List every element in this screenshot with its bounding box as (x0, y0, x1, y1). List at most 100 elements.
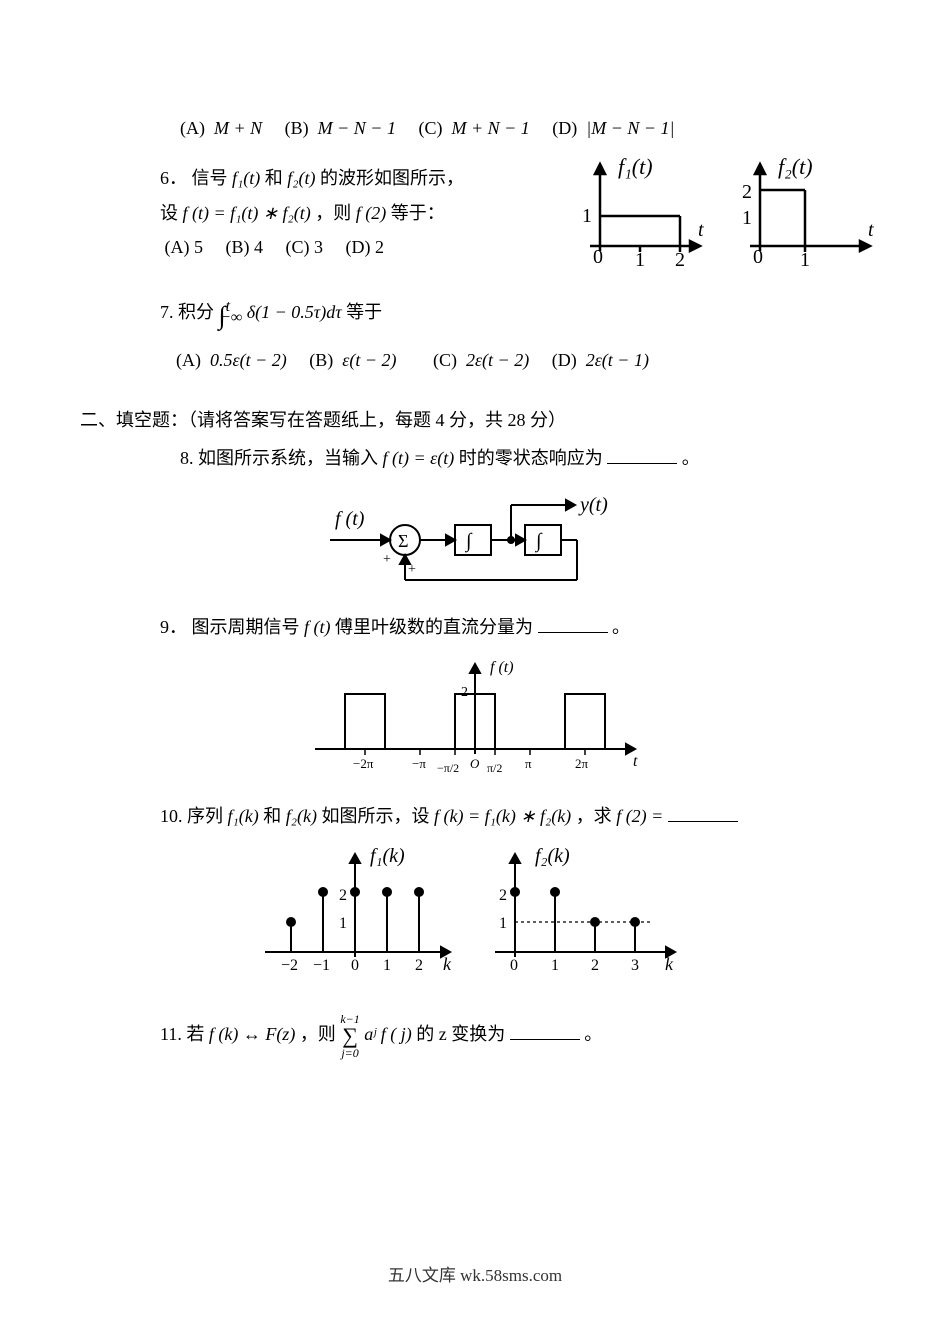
xtick: π (525, 756, 532, 771)
q6-figure: f₁(t) 0 1 2 1 t (570, 156, 890, 286)
q-prev-options: (A) M + N (B) M − N − 1 (C) M + N − 1 (D… (180, 112, 890, 144)
opt-expr: M + N (214, 118, 262, 138)
text: 序列 (187, 806, 228, 826)
integrator-icon: ∫ (534, 530, 543, 553)
xtick: 0 (510, 957, 518, 974)
tick-1: 1 (635, 249, 645, 271)
math: f (k) = f₁(k) ∗ f₂(k) (434, 806, 571, 826)
ytick: 1 (499, 915, 507, 932)
q-prev-opt-c: (C) M + N − 1 (418, 112, 529, 144)
xlabel: t (868, 219, 874, 241)
period: 。 (682, 448, 700, 468)
opt-label: (A) (176, 350, 201, 370)
sub: −∞ (220, 309, 242, 326)
q6-opt-c: (C) 3 (286, 231, 324, 263)
q-prev-opt-b: (B) M − N − 1 (285, 112, 396, 144)
xtick: π/2 (487, 761, 502, 775)
tick-1: 1 (800, 249, 810, 271)
opt-expr: M + N − 1 (451, 118, 529, 138)
blank (538, 614, 608, 633)
q10-stem-svg: f₁(k) 1 2 −2 −1 0 1 (245, 842, 705, 992)
tick-2: 2 (675, 249, 685, 271)
text: 如图所示系统，当输入 (198, 448, 383, 468)
q8-number: 8. (180, 448, 194, 468)
out-label: y(t) (578, 494, 608, 516)
q-prev-opt-a: (A) M + N (180, 112, 262, 144)
math: f (t) = ε(t) (383, 448, 455, 468)
opt-expr: M − N − 1 (318, 118, 396, 138)
f1-label: f₁(t) (618, 154, 653, 179)
ylabel: f (t) (490, 659, 514, 676)
text: 分） (530, 410, 566, 430)
xtick: −1 (313, 957, 330, 974)
q11-number: 11. (160, 1024, 182, 1044)
q7: 7. 积分 ∫t−∞ δ(1 − 0.5τ)dτ 等于 (160, 293, 890, 340)
xlabel: t (698, 219, 704, 241)
q8-block-svg: f (t) Σ + + ∫ y(t) (315, 485, 635, 595)
blank (607, 445, 677, 464)
q11: 11. 若 f (k) ↔ F(z) ，则 k−1 ∑ j=0 aʲ f ( j… (160, 1013, 890, 1059)
xtick: 2 (591, 957, 599, 974)
q10-figure: f₁(k) 1 2 −2 −1 0 1 (60, 842, 890, 1002)
xtick: 2π (575, 756, 589, 771)
opt-label: (C) (418, 118, 442, 138)
text: 的 z 变换为 (416, 1024, 505, 1044)
opt-label: (B) (309, 350, 333, 370)
text: 图示周期信号 (192, 617, 305, 637)
text: ，则 (300, 1024, 341, 1044)
score-each: 4 (436, 410, 445, 430)
xtick: −π (412, 756, 426, 771)
math: f₂(k) (286, 806, 317, 826)
xtick: O (470, 756, 480, 771)
math: f (t) (304, 617, 331, 637)
q9: 9． 图示周期信号 f (t) 傅里叶级数的直流分量为 。 (160, 611, 890, 643)
q10: 10. 序列 f₁(k) 和 f₂(k) 如图所示，设 f (k) = f₁(k… (160, 800, 890, 832)
tick-0: 0 (753, 246, 763, 268)
q7-number: 7. (160, 302, 174, 322)
q7-opt-a: (A) 0.5ε(t − 2) (176, 344, 287, 376)
blank (668, 803, 738, 822)
sum-lower: j=0 (340, 1047, 359, 1059)
ytick-2: 2 (742, 181, 752, 203)
q10-number: 10. (160, 806, 183, 826)
f2-label: f₂(t) (778, 154, 813, 179)
section-2-title: 二、填空题：（请将答案写在答题纸上，每题 4 分，共 28 分） (80, 404, 890, 436)
q6-opt-a: (A) 5 (165, 231, 204, 263)
label: f₂(k) (535, 845, 570, 867)
q6-opt-b: (B) 4 (226, 231, 264, 263)
amp-label: 2 (461, 685, 468, 700)
xtick: 1 (383, 957, 391, 974)
text: 分，共 (449, 410, 508, 430)
opt-expr: |M − N − 1| (586, 118, 674, 138)
math: f (k) ↔ F(z) (209, 1024, 295, 1044)
text: ，则 (315, 203, 356, 223)
math: f (2) (356, 203, 387, 223)
xtick: 3 (631, 957, 639, 974)
opt-expr: ε(t − 2) (342, 350, 396, 370)
page-footer: 五八文库 wk.58sms.com (0, 1261, 950, 1292)
q-prev-opt-d: (D) |M − N − 1| (552, 112, 674, 144)
text: 时的零状态响应为 (459, 448, 603, 468)
ytick: 1 (339, 915, 347, 932)
q9-periodic-svg: f (t) t 2 −2π (295, 654, 655, 784)
opt-label: (D) (552, 350, 577, 370)
math: f (t) = f₁(t) ∗ f₂(t) (183, 203, 311, 223)
q6-signal-svg: f₁(t) 0 1 2 1 t (570, 156, 890, 276)
blank (510, 1021, 580, 1040)
text: 等于 (346, 302, 382, 322)
xtick: 0 (351, 957, 359, 974)
ytick: 2 (339, 887, 347, 904)
period: 。 (612, 617, 630, 637)
opt-expr: 2ε(t − 1) (586, 350, 649, 370)
sum-icon: Σ (398, 531, 408, 551)
period: 。 (584, 1024, 602, 1044)
text: 二、填空题：（请将答案写在答题纸上，每题 (80, 410, 436, 430)
math: δ(1 − 0.5τ)dτ (247, 302, 342, 322)
opt-label: (D) (552, 118, 577, 138)
q8: 8. 如图所示系统，当输入 f (t) = ε(t) 时的零状态响应为 。 (180, 442, 890, 474)
ytick: 2 (499, 887, 507, 904)
text: 等于： (391, 203, 445, 223)
text: 和 (265, 168, 288, 188)
xtick: −π/2 (437, 761, 459, 775)
integrator-icon: ∫ (464, 530, 473, 553)
